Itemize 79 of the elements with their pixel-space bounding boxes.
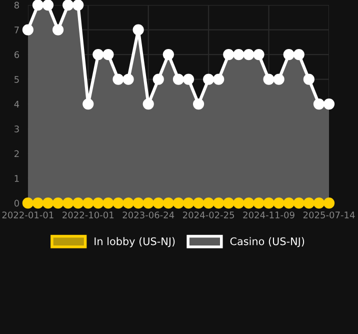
point xyxy=(172,198,184,209)
point xyxy=(182,74,194,85)
point xyxy=(203,198,214,209)
point xyxy=(283,48,294,60)
point xyxy=(182,198,194,209)
point xyxy=(32,198,44,209)
point xyxy=(203,74,214,85)
point xyxy=(22,198,34,209)
point xyxy=(82,198,94,209)
point xyxy=(42,0,54,11)
point xyxy=(162,198,174,209)
point xyxy=(303,74,314,85)
point xyxy=(243,198,254,209)
point xyxy=(233,48,244,60)
point xyxy=(192,198,204,209)
point xyxy=(122,74,134,85)
y-tick-label: 1 xyxy=(14,175,19,182)
point xyxy=(213,74,224,85)
point xyxy=(233,198,244,209)
point xyxy=(223,198,234,209)
point xyxy=(323,98,335,110)
x-tick-label: 2022-01-01 xyxy=(2,212,54,218)
y-tick-label: 0 xyxy=(14,200,19,207)
point xyxy=(42,198,54,209)
x-tick-label: 2022-10-01 xyxy=(62,212,114,218)
x-tick-label: 2025-07-14 xyxy=(303,212,355,218)
y-tick-label: 4 xyxy=(14,100,20,108)
point xyxy=(273,74,284,85)
point xyxy=(52,24,64,36)
point xyxy=(152,198,164,209)
point xyxy=(122,198,134,209)
point xyxy=(92,198,104,209)
point xyxy=(283,198,294,209)
point xyxy=(132,24,144,36)
point xyxy=(192,98,204,110)
point xyxy=(152,74,164,85)
point xyxy=(293,48,304,60)
legend-label: In lobby (US-NJ) xyxy=(94,237,175,248)
legend-label: Casino (US-NJ) xyxy=(230,237,304,248)
point xyxy=(303,198,314,209)
point xyxy=(253,48,264,60)
y-tick-label: 6 xyxy=(14,51,20,58)
point xyxy=(213,198,224,209)
point xyxy=(62,198,74,209)
point xyxy=(142,98,154,110)
point xyxy=(162,48,174,60)
point xyxy=(32,0,44,11)
point xyxy=(313,198,325,209)
point xyxy=(112,198,124,209)
point xyxy=(82,98,94,110)
point xyxy=(92,48,104,60)
x-tick-label: 2024-02-25 xyxy=(183,212,234,218)
point xyxy=(72,198,84,209)
x-tick-label: 2024-11-09 xyxy=(243,212,294,218)
point xyxy=(243,48,254,60)
y-tick-label: 3 xyxy=(14,126,19,132)
point xyxy=(253,198,264,209)
point xyxy=(273,198,284,209)
point xyxy=(72,0,84,11)
point xyxy=(293,198,304,209)
point xyxy=(172,74,184,85)
point xyxy=(112,74,124,85)
point xyxy=(102,48,114,60)
y-tick-label: 5 xyxy=(14,76,19,83)
point xyxy=(313,98,325,110)
x-tick-label: 2023-06-24 xyxy=(122,212,174,218)
point xyxy=(132,198,144,209)
point xyxy=(223,48,234,60)
point xyxy=(323,198,335,209)
y-tick-label: 2 xyxy=(14,150,19,157)
point xyxy=(22,24,34,36)
y-tick-label: 8 xyxy=(14,2,19,9)
point xyxy=(142,198,154,209)
point xyxy=(52,198,64,209)
y-tick-label: 7 xyxy=(14,26,19,34)
point xyxy=(62,0,74,11)
point xyxy=(263,198,274,209)
point xyxy=(102,198,114,209)
point xyxy=(263,74,274,85)
